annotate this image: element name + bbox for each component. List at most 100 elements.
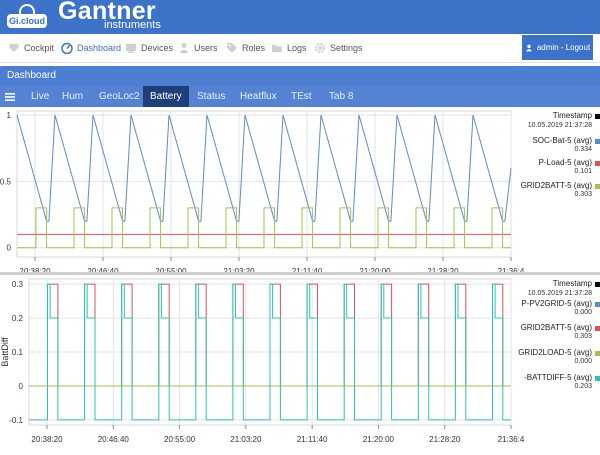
heart-icon xyxy=(9,43,19,52)
tab-status[interactable]: Status xyxy=(197,91,226,102)
legend-timestamp-value: 10.05.2019 21:37:28 xyxy=(527,290,592,297)
legend-swatch xyxy=(595,376,600,381)
legend-header: Timestamp xyxy=(552,279,592,288)
y-tick-label: -0.1 xyxy=(9,416,23,425)
y-tick-label: 0.5 xyxy=(0,177,12,186)
legend-swatch xyxy=(595,184,600,189)
legend-value: 0.303 xyxy=(574,333,592,340)
tab-live[interactable]: Live xyxy=(31,91,50,102)
x-tick-label: 20:55:00 xyxy=(155,267,187,272)
x-tick-label: 21:03:20 xyxy=(230,435,262,444)
legend-value: 0.000 xyxy=(574,358,592,365)
x-tick-label: 21:28:20 xyxy=(429,435,461,444)
tab-hum[interactable]: Hum xyxy=(62,91,84,102)
nav-label: Users xyxy=(194,43,218,53)
devices-icon xyxy=(126,44,136,53)
nav-label: Devices xyxy=(141,43,174,53)
legend-value: 0.203 xyxy=(574,383,592,390)
tab-geoloc2[interactable]: GeoLoc2 xyxy=(99,91,140,102)
battdiff-chart[interactable]: 20:38:20 20:46:40 20:55:00 21:03:20 21:11:40… xyxy=(0,275,600,450)
user-icon xyxy=(525,44,532,51)
legend-swatch xyxy=(595,351,600,356)
series-line xyxy=(16,114,512,222)
logout-button[interactable]: admin - Logout xyxy=(522,35,593,60)
tab-heatflux[interactable]: Heatflux xyxy=(240,91,277,102)
legend-swatch xyxy=(595,282,600,287)
series-line xyxy=(17,207,511,249)
logout-label: admin - Logout xyxy=(536,43,591,52)
hamburger-menu-button[interactable] xyxy=(0,86,20,107)
series-line xyxy=(29,283,511,421)
chart-legend: Timestamp 10.05.2019 21:37:28 P-PV2GRID-… xyxy=(510,275,600,450)
x-tick-label: 20:38:20 xyxy=(19,267,51,272)
legend-value: 0.334 xyxy=(574,146,592,153)
y-axis-label: BattDiff xyxy=(0,337,10,367)
tab-8[interactable]: Tab 8 xyxy=(329,91,354,102)
y-tick-label: 1 xyxy=(7,111,12,120)
x-tick-label: 20:38:20 xyxy=(31,435,63,444)
folder-icon xyxy=(272,45,282,52)
legend-value: 0.000 xyxy=(574,309,592,316)
x-tick-label: 21:03:20 xyxy=(223,267,255,272)
nav-label: Logs xyxy=(287,43,307,53)
brand-name: Gantner xyxy=(58,0,156,25)
nav-label: Roles xyxy=(242,43,266,53)
x-tick-label: 21:20:00 xyxy=(359,267,391,272)
legend-label: GRID2BATT-5 (avg) xyxy=(520,323,592,332)
legend-label: P-Load-5 (avg) xyxy=(538,158,592,167)
x-tick-label: 21:11:40 xyxy=(292,267,323,272)
panel-divider xyxy=(0,272,600,275)
gi-cloud-logo[interactable]: Gi.cloud xyxy=(7,4,47,30)
nav-label: Cockpit xyxy=(24,43,55,53)
nav-devices[interactable]: Devices xyxy=(125,41,173,55)
nav-users[interactable]: Users xyxy=(178,41,218,55)
y-tick-label: 0.2 xyxy=(12,314,24,323)
nav-label: Dashboard xyxy=(77,43,122,53)
nav-dashboard[interactable]: Dashboard xyxy=(61,41,121,55)
nav-label: Settings xyxy=(330,43,363,53)
legend-label: SOC-Bat-5 (avg) xyxy=(532,136,592,145)
y-tick-label: 0 xyxy=(7,244,12,253)
tab-battery[interactable]: Battery xyxy=(143,86,189,107)
legend-swatch xyxy=(595,139,600,144)
chart-panel-soc: 20:38:20 20:46:40 20:55:00 21:03:20 21:11:40… xyxy=(0,107,600,276)
brand-subtitle: instruments xyxy=(104,19,161,31)
hamburger-icon xyxy=(5,92,15,101)
x-tick-label: 20:55:00 xyxy=(164,435,196,444)
legend-label: GRID2LOAD-5 (avg) xyxy=(518,348,592,357)
legend-label: P-PV2GRID-5 (avg) xyxy=(521,299,592,308)
legend-value: 0.303 xyxy=(574,191,592,198)
y-tick-label: 0 xyxy=(19,382,24,391)
legend-swatch xyxy=(595,161,600,166)
legend-value: 0.101 xyxy=(574,168,592,175)
page-title: Dashboard xyxy=(7,70,56,81)
cloud-dome-icon xyxy=(19,4,35,16)
tag-icon xyxy=(227,43,237,53)
nav-settings[interactable]: Settings xyxy=(314,41,363,55)
tab-bar: Live Hum GeoLoc2 Battery Status Heatflux… xyxy=(0,86,600,107)
x-tick-label: 21:20:00 xyxy=(363,435,395,444)
legend-swatch xyxy=(595,326,600,331)
legend-header: Timestamp xyxy=(552,111,592,120)
x-tick-label: 20:46:40 xyxy=(87,267,119,272)
tab-test[interactable]: TEst xyxy=(291,91,312,102)
y-tick-label: 0.1 xyxy=(12,348,24,357)
x-tick-label: 21:36:4 xyxy=(498,267,525,272)
soc-chart[interactable]: 20:38:20 20:46:40 20:55:00 21:03:20 21:11:40… xyxy=(0,107,600,276)
chart-panel-battdiff: 20:38:20 20:46:40 20:55:00 21:03:20 21:11:40… xyxy=(0,275,600,450)
legend-timestamp-value: 10.05.2019 21:37:28 xyxy=(527,122,592,129)
legend-label: -BATTDIFF-5 (avg) xyxy=(524,373,592,382)
nav-cockpit[interactable]: Cockpit xyxy=(8,41,54,55)
nav-roles[interactable]: Roles xyxy=(226,41,265,55)
legend-label: GRID2BATT-5 (avg) xyxy=(520,181,592,190)
main-nav: Cockpit Dashboard Devices Users Roles Lo… xyxy=(0,34,600,63)
legend-swatch xyxy=(595,114,600,119)
y-tick-label: 0.3 xyxy=(12,280,24,289)
x-tick-label: 21:11:40 xyxy=(297,435,328,444)
brand-bar: Gi.cloud Gantner instruments xyxy=(0,0,600,34)
x-tick-label: 21:36:4 xyxy=(498,435,525,444)
gear-icon xyxy=(314,42,326,54)
nav-logs[interactable]: Logs xyxy=(271,41,307,55)
chart-legend: Timestamp 10.05.2019 21:37:28 SOC-Bat-5 … xyxy=(510,107,600,272)
logo-badge-text: Gi.cloud xyxy=(9,16,45,26)
